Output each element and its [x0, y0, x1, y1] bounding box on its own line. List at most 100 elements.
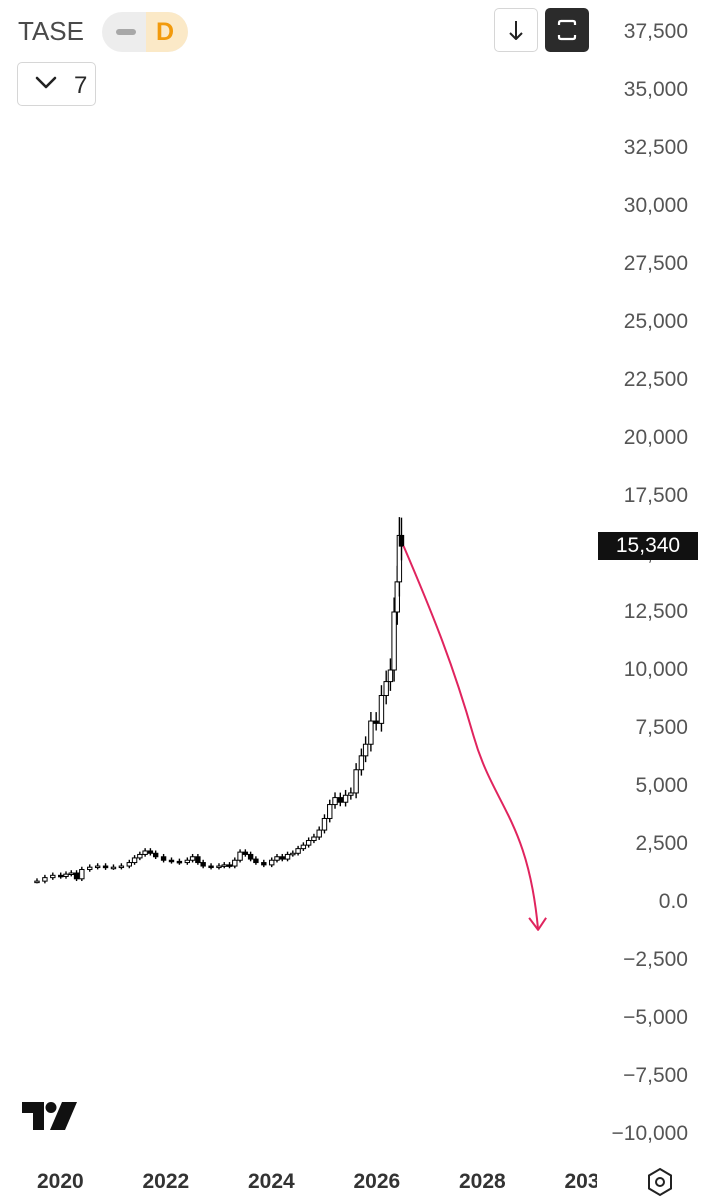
candle-body — [195, 856, 201, 864]
fullscreen-button[interactable] — [545, 8, 589, 52]
candle-body — [383, 681, 389, 697]
candle-body — [398, 534, 405, 547]
download-arrow-icon — [509, 21, 523, 40]
candle-body — [79, 869, 85, 880]
y-tick-label: 2,500 — [635, 832, 688, 855]
symbol-label[interactable]: TASE — [18, 16, 84, 46]
fullscreen-icon — [557, 19, 577, 41]
x-tick-label: 2024 — [248, 1170, 295, 1193]
candle-body — [168, 859, 175, 863]
minus-icon[interactable] — [116, 29, 136, 35]
x-tick-label: 2022 — [142, 1170, 190, 1193]
candle-body — [274, 856, 280, 861]
x-tick-label: 2026 — [353, 1170, 401, 1193]
candle-body — [189, 856, 196, 861]
candle-body — [142, 850, 148, 855]
x-tick-label: 2030 — [564, 1170, 598, 1193]
candle-body — [118, 865, 125, 869]
candle-body — [300, 844, 307, 850]
candle-body — [269, 859, 275, 866]
candle-body — [348, 792, 354, 796]
candle-body — [50, 874, 56, 879]
candle-body — [221, 864, 227, 867]
indicators-toggle[interactable]: 7 — [17, 62, 96, 106]
y-tick-label: 7,500 — [635, 716, 688, 739]
last-price-label: 15,340 — [598, 532, 698, 560]
candle-body — [152, 852, 159, 858]
y-tick-label: −5,000 — [623, 1006, 688, 1029]
candle-body — [34, 880, 40, 884]
candle-body — [253, 858, 259, 864]
candle-body — [295, 848, 301, 854]
indicator-count: 7 — [74, 72, 88, 99]
candle-body — [391, 611, 397, 671]
y-tick-label: −10,000 — [611, 1122, 689, 1145]
candle-body — [305, 840, 312, 846]
candle-body — [290, 852, 296, 856]
y-tick-label: 37,500 — [623, 20, 688, 43]
candle-body — [362, 743, 369, 757]
candle-body — [184, 859, 191, 864]
tradingview-logo[interactable] — [22, 1102, 78, 1132]
candle-body — [147, 850, 154, 854]
candle-body — [311, 836, 317, 842]
x-axis[interactable]: 2020 2022 2024 2026 2028 2030 — [0, 1160, 597, 1200]
y-tick-label: 12,500 — [623, 600, 688, 623]
candle-body — [337, 797, 344, 803]
candle-body — [73, 872, 80, 880]
x-tick-label: 2028 — [459, 1170, 506, 1193]
download-button[interactable] — [494, 8, 538, 52]
candle-body — [110, 866, 117, 870]
y-tick-label: 20,000 — [623, 426, 688, 449]
y-tick-label: 27,500 — [623, 252, 688, 275]
candle-body — [232, 859, 238, 867]
forecast-arrow-head — [528, 917, 547, 931]
candle-body — [216, 865, 222, 869]
y-tick-label: −2,500 — [623, 948, 688, 971]
candle-body — [137, 853, 143, 859]
candle-body — [378, 695, 385, 724]
candle-body — [126, 862, 132, 867]
candle-body — [368, 720, 374, 745]
chevron-down-icon — [35, 76, 57, 89]
candle-body — [176, 860, 183, 864]
candle-body — [332, 797, 338, 806]
candle-body — [247, 853, 254, 860]
candles-group — [34, 517, 405, 884]
candle-body — [373, 720, 379, 724]
y-tick-label: −7,500 — [623, 1064, 688, 1087]
candle-body — [68, 872, 74, 875]
y-tick-label: 0.0 — [658, 890, 688, 913]
interval-selector[interactable]: D — [102, 12, 188, 52]
interval-button[interactable]: D — [146, 12, 188, 52]
settings-hexagon-icon[interactable] — [645, 1167, 675, 1197]
candle-body — [160, 856, 167, 861]
candle-body — [242, 851, 249, 855]
candle-body — [358, 755, 365, 771]
y-tick-label: 5,000 — [635, 774, 688, 797]
candle-body — [87, 866, 93, 871]
y-tick-label: 32,500 — [623, 136, 688, 159]
candle-body — [208, 865, 214, 869]
candle-body — [284, 853, 291, 860]
candle-body — [131, 857, 138, 864]
y-tick-label: 35,000 — [623, 78, 688, 101]
candle-body — [102, 865, 109, 869]
candle-body — [94, 865, 101, 869]
candle-body — [63, 873, 69, 877]
y-tick-label: 10,000 — [623, 658, 688, 681]
candle-body — [342, 794, 349, 803]
candle-body — [387, 669, 394, 683]
x-tick-label: 2020 — [37, 1170, 84, 1193]
candle-body — [321, 817, 328, 831]
y-tick-label: 17,500 — [623, 484, 688, 507]
candle-body — [327, 804, 333, 819]
candle-body — [200, 862, 206, 867]
candle-body — [42, 877, 48, 882]
candle-body — [279, 856, 285, 860]
candle-body — [261, 862, 267, 866]
candle-body — [316, 829, 322, 838]
y-tick-label: 30,000 — [623, 194, 688, 217]
forecast-arrow — [402, 545, 540, 930]
